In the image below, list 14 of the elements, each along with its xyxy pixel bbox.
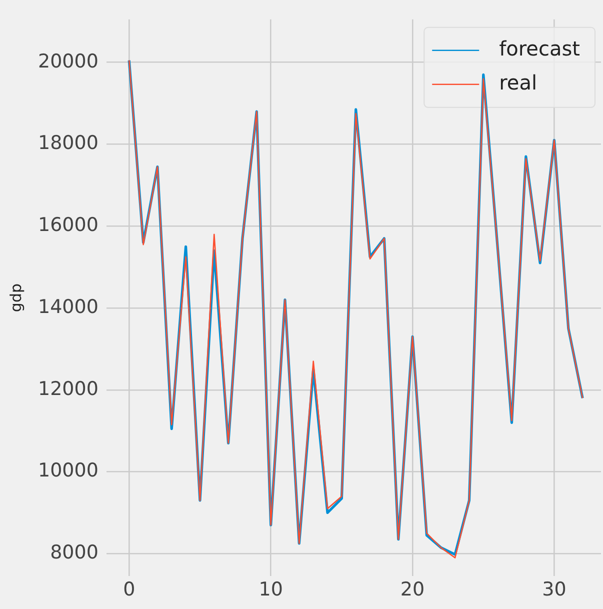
legend-label: real: [499, 70, 538, 95]
legend-label: forecast: [499, 36, 580, 61]
y-tick-label: 8000: [50, 542, 98, 564]
y-axis-title: gdp: [6, 284, 25, 312]
x-tick-label: 20: [400, 578, 425, 601]
y-tick-label: 20000: [38, 50, 98, 72]
y-tick-label: 14000: [38, 296, 98, 318]
y-tick-label: 12000: [38, 378, 98, 400]
y-tick-label: 18000: [38, 132, 98, 154]
y-tick-label: 10000: [38, 460, 98, 482]
x-tick-label: 0: [123, 578, 136, 601]
x-tick-label: 10: [258, 578, 283, 601]
y-tick-label: 16000: [38, 214, 98, 236]
x-tick-label: 30: [542, 578, 566, 601]
